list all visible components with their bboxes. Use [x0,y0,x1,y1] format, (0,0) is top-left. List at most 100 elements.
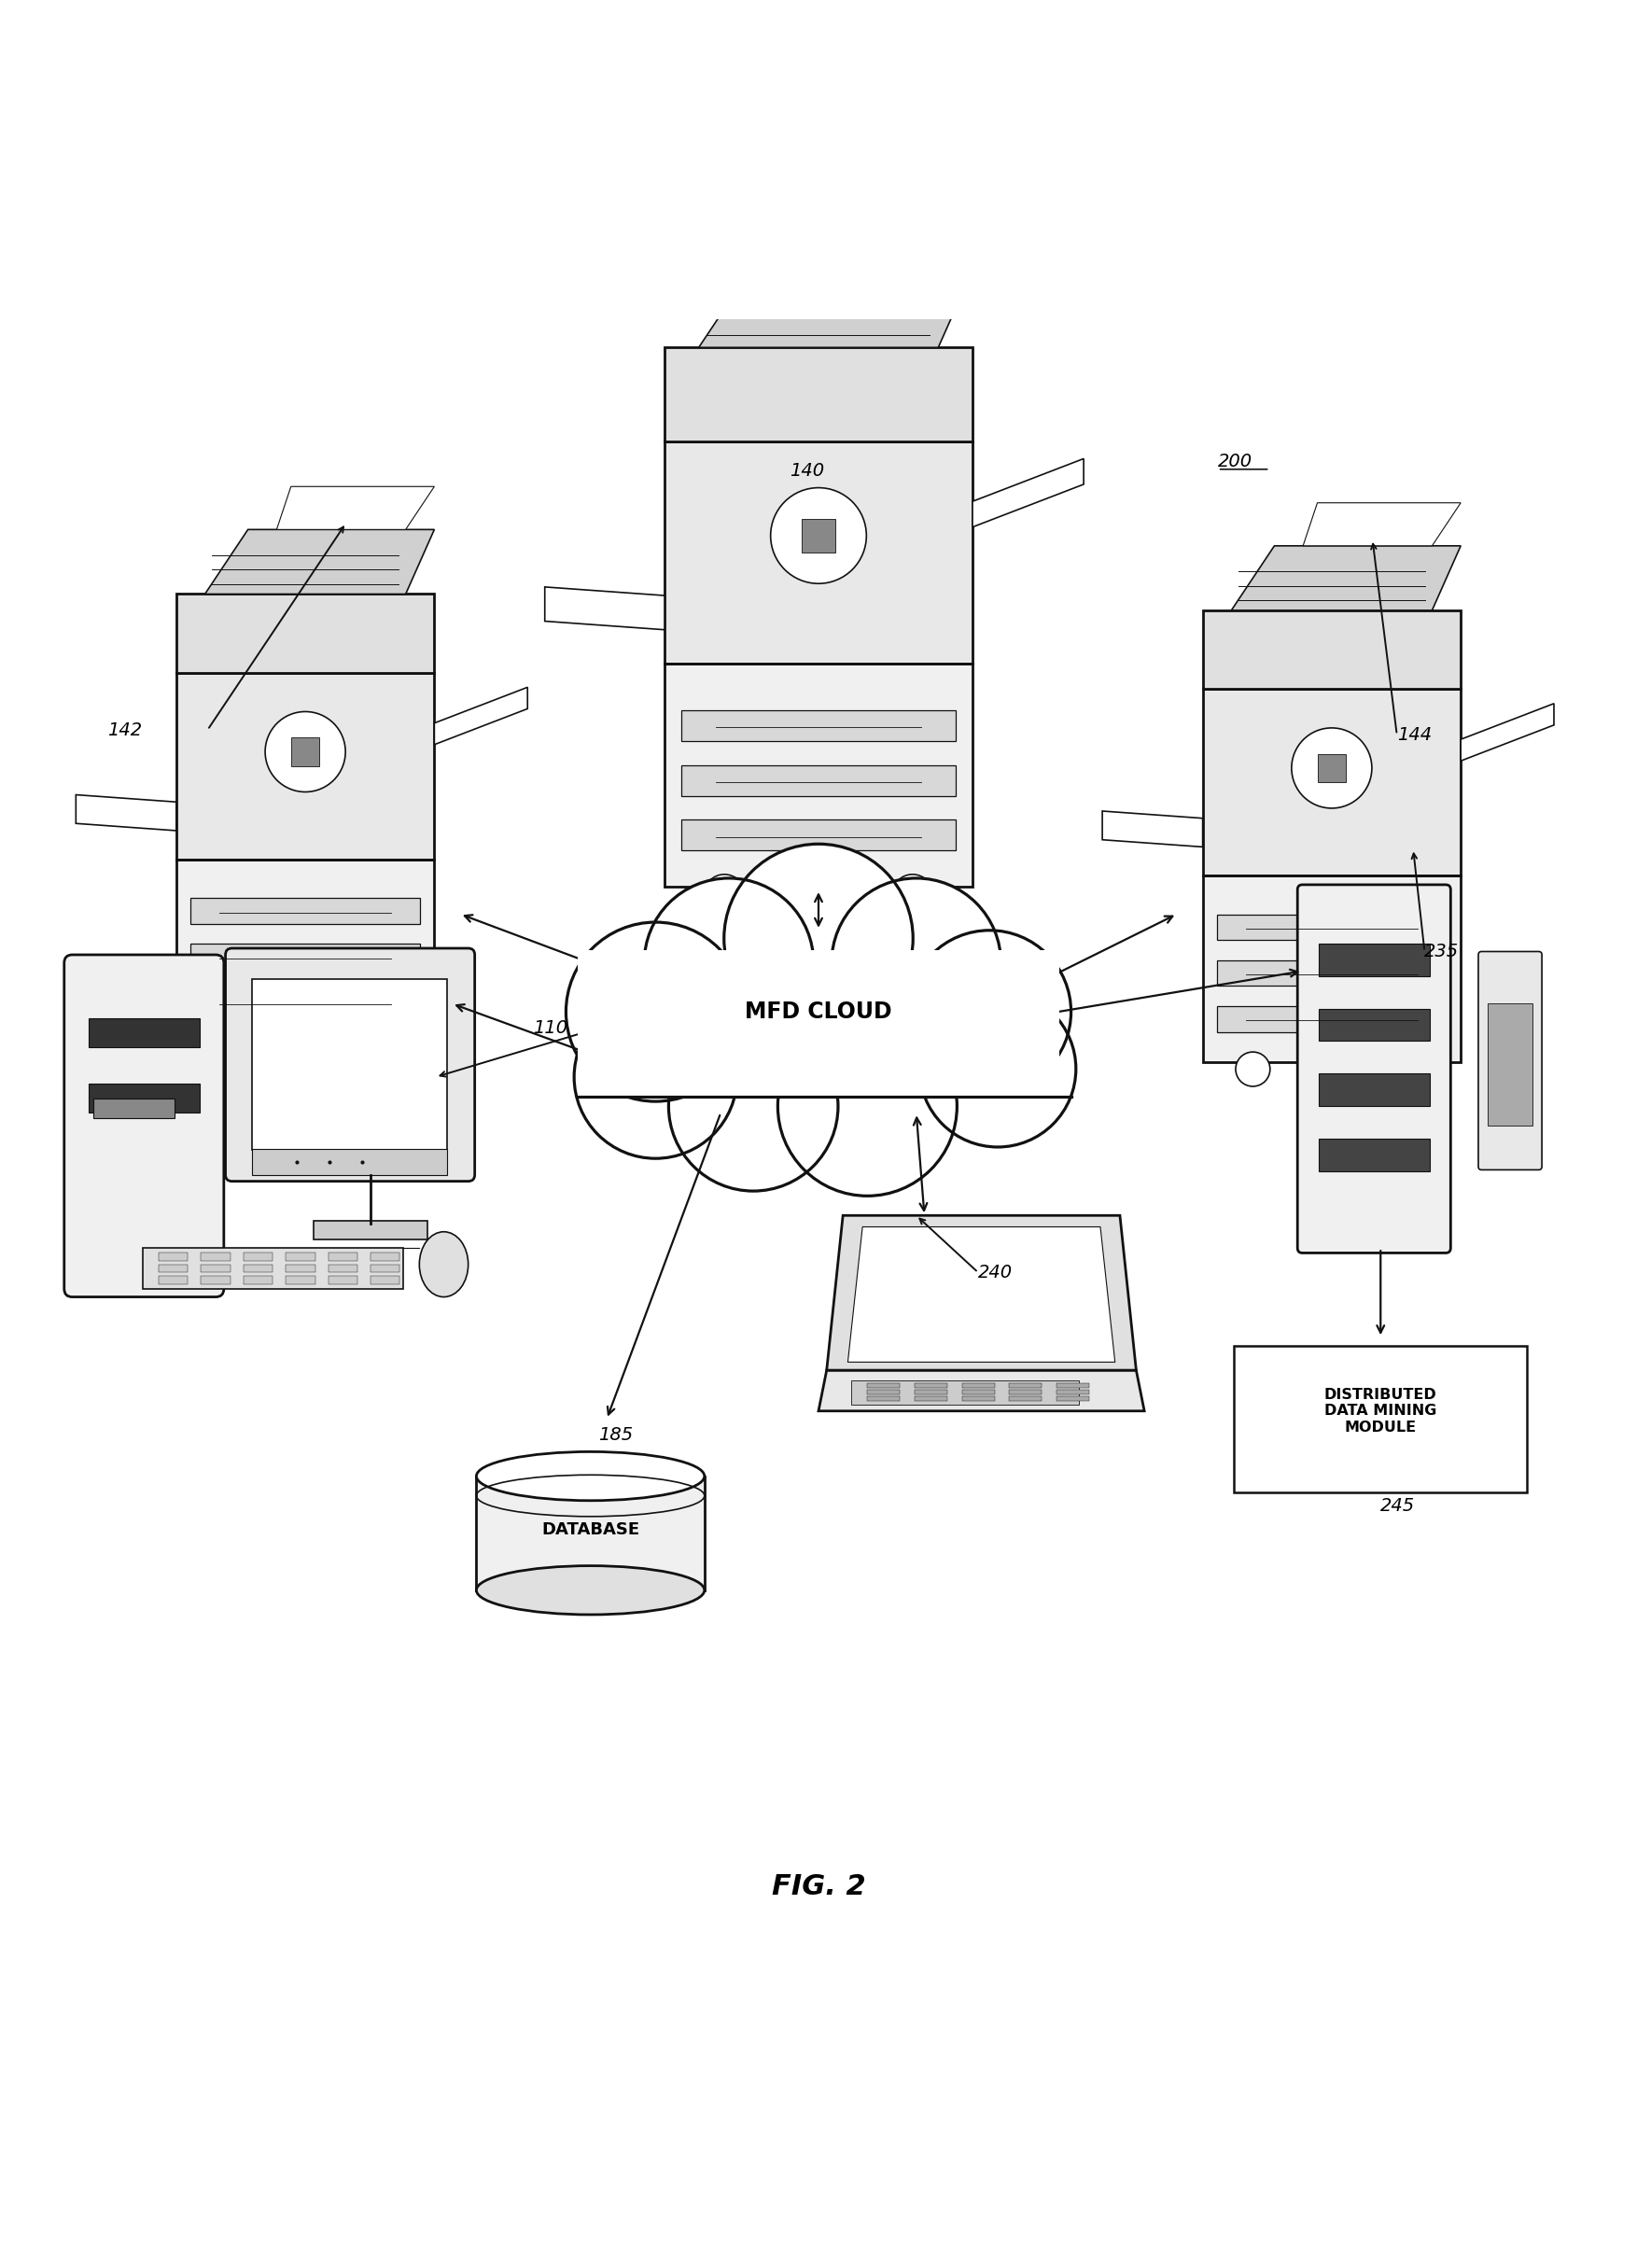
Polygon shape [434,687,527,744]
FancyBboxPatch shape [190,943,421,971]
FancyBboxPatch shape [313,1220,427,1241]
Polygon shape [1303,503,1460,547]
Ellipse shape [419,1232,468,1297]
FancyBboxPatch shape [1056,1397,1089,1402]
Polygon shape [277,488,434,528]
FancyBboxPatch shape [142,1247,403,1288]
Circle shape [724,844,913,1032]
FancyBboxPatch shape [802,519,835,553]
Polygon shape [1460,703,1554,760]
Polygon shape [75,794,177,830]
FancyBboxPatch shape [370,1263,399,1272]
Circle shape [778,1016,958,1195]
FancyBboxPatch shape [201,1263,231,1272]
FancyBboxPatch shape [64,955,224,1297]
FancyBboxPatch shape [93,1098,175,1118]
Circle shape [832,878,1000,1048]
FancyBboxPatch shape [190,989,421,1016]
FancyBboxPatch shape [1203,689,1460,875]
Polygon shape [205,528,434,594]
FancyBboxPatch shape [1488,1005,1532,1125]
FancyBboxPatch shape [244,1263,273,1272]
Circle shape [367,1036,401,1070]
FancyBboxPatch shape [244,1252,273,1261]
FancyBboxPatch shape [252,980,447,1150]
FancyBboxPatch shape [681,819,956,850]
FancyBboxPatch shape [868,1397,900,1402]
FancyBboxPatch shape [1319,1009,1429,1041]
Circle shape [566,923,745,1102]
FancyBboxPatch shape [370,1275,399,1284]
FancyBboxPatch shape [1056,1383,1089,1388]
Text: MFD CLOUD: MFD CLOUD [745,1000,892,1023]
Text: 240: 240 [979,1263,1013,1281]
FancyBboxPatch shape [88,1018,200,1048]
Circle shape [909,930,1071,1093]
FancyBboxPatch shape [1319,1139,1429,1173]
FancyBboxPatch shape [1216,914,1447,941]
FancyBboxPatch shape [177,674,434,860]
FancyBboxPatch shape [1008,1397,1041,1402]
Polygon shape [1231,547,1460,610]
Polygon shape [972,458,1084,526]
FancyBboxPatch shape [665,665,972,887]
FancyBboxPatch shape [177,860,434,1046]
Circle shape [920,991,1076,1148]
FancyBboxPatch shape [177,594,434,674]
FancyBboxPatch shape [1234,1345,1527,1492]
FancyBboxPatch shape [159,1252,188,1261]
Text: DISTRIBUTED
DATA MINING
MODULE: DISTRIBUTED DATA MINING MODULE [1324,1388,1437,1433]
FancyBboxPatch shape [286,1275,314,1284]
Polygon shape [848,1227,1115,1363]
FancyBboxPatch shape [201,1252,231,1261]
FancyBboxPatch shape [327,1263,357,1272]
FancyBboxPatch shape [681,764,956,796]
FancyBboxPatch shape [1203,610,1460,689]
FancyBboxPatch shape [1478,953,1542,1170]
Text: DATABASE: DATABASE [542,1522,640,1538]
FancyBboxPatch shape [665,347,972,442]
FancyBboxPatch shape [226,948,475,1182]
FancyBboxPatch shape [327,1275,357,1284]
FancyBboxPatch shape [159,1275,188,1284]
FancyBboxPatch shape [286,1263,314,1272]
FancyBboxPatch shape [963,1383,994,1388]
Text: 210: 210 [936,1007,971,1025]
Text: 142: 142 [108,721,142,739]
Text: 140: 140 [789,463,823,481]
FancyBboxPatch shape [1008,1390,1041,1395]
Polygon shape [1102,812,1203,846]
Text: 200: 200 [1218,451,1252,469]
FancyBboxPatch shape [1318,753,1346,782]
FancyBboxPatch shape [1203,875,1460,1061]
FancyBboxPatch shape [915,1383,948,1388]
FancyBboxPatch shape [88,1084,200,1114]
Circle shape [1292,728,1372,807]
FancyBboxPatch shape [665,442,972,665]
FancyBboxPatch shape [868,1390,900,1395]
FancyBboxPatch shape [244,1275,273,1284]
FancyBboxPatch shape [370,1252,399,1261]
Text: 235: 235 [1424,943,1459,959]
Text: 144: 144 [1396,726,1431,744]
Circle shape [265,712,345,792]
FancyBboxPatch shape [578,950,1059,1095]
FancyBboxPatch shape [190,898,421,923]
FancyBboxPatch shape [1056,1390,1089,1395]
Circle shape [645,878,814,1048]
FancyBboxPatch shape [963,1397,994,1402]
FancyBboxPatch shape [159,1263,188,1272]
FancyBboxPatch shape [286,1252,314,1261]
FancyBboxPatch shape [1319,943,1429,975]
Circle shape [771,488,866,583]
FancyBboxPatch shape [963,1390,994,1395]
Circle shape [704,875,745,916]
FancyBboxPatch shape [252,1148,447,1175]
FancyBboxPatch shape [1008,1383,1041,1388]
Polygon shape [818,1370,1144,1411]
FancyBboxPatch shape [291,737,319,767]
Text: 245: 245 [1380,1497,1416,1515]
FancyBboxPatch shape [868,1383,900,1388]
FancyBboxPatch shape [201,1275,231,1284]
Polygon shape [784,220,972,270]
